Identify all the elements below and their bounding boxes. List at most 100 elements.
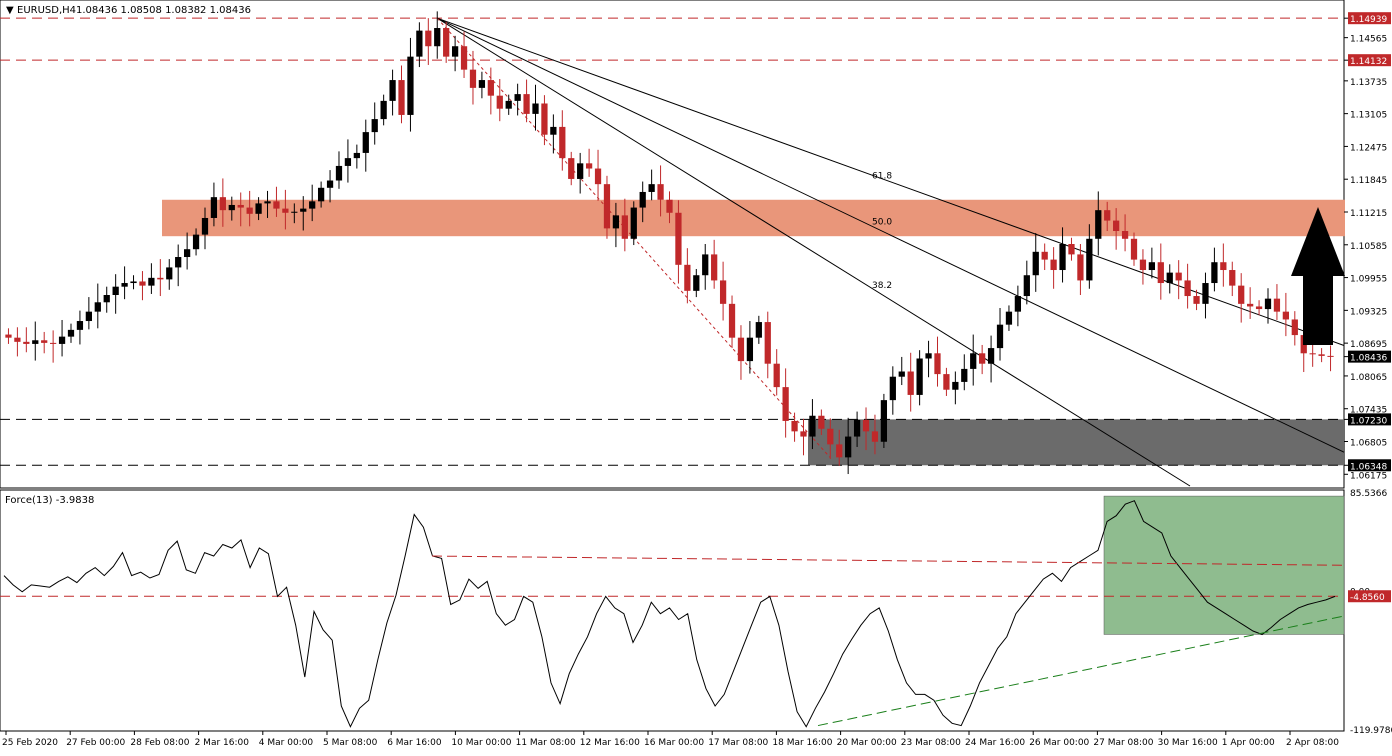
candle-body [166,267,173,280]
candle-body [1202,283,1209,304]
candle-body [603,184,611,229]
time-tick-label: 17 Mar 08:00 [708,738,768,748]
candle-body [1086,238,1093,281]
candle-body [496,95,503,109]
candle-body [943,374,950,390]
candle-body [434,28,441,47]
fib-level-label: 38.2 [872,281,892,291]
candle-body [416,30,423,57]
candle-body [630,207,637,239]
candle-body [460,46,468,70]
candle-body [702,254,709,276]
time-tick-label: 20 Mar 00:00 [837,738,897,748]
candle-body [14,337,21,342]
chart-header-arrow[interactable]: ▼ [6,5,14,16]
candle-body [237,204,244,208]
candle-body [889,376,896,401]
candle-body [961,368,968,382]
fib-fan-line [436,17,1191,487]
candle-body [1282,311,1289,320]
candle-body [845,436,852,458]
candle-body [5,334,12,338]
candle-body [711,254,718,281]
candle-body [934,353,941,375]
candle-body [121,283,128,287]
candle-body [1255,306,1263,310]
candle-body [782,387,789,421]
price-layer: 61.8 50.0 38.2 [0,11,1345,487]
price-tick-label: 1.13735 [1350,78,1387,88]
candle-body [1005,311,1013,325]
candle-body [1229,270,1236,286]
candle-body [1175,272,1182,281]
price-tick-label: 1.09325 [1350,307,1387,317]
candle-body [970,353,977,369]
candle-body [130,281,137,284]
candle-body [273,201,280,209]
candle-body [317,187,325,202]
candle-body [541,103,548,135]
candle-body [407,56,414,115]
candle-body [666,199,673,213]
candle-body [1148,262,1156,271]
candle-body [380,100,387,120]
force-level-tag [1348,590,1391,603]
force-title: Force(13) -3.9838 [5,495,94,506]
price-tick-label: 1.08695 [1350,340,1387,350]
time-tick-label: 27 Mar 08:00 [1093,738,1153,748]
candle-body [1247,303,1254,307]
price-tick-label: 1.10585 [1350,242,1387,252]
candle-body [639,191,646,208]
time-tick-label: 2 Mar 16:00 [195,738,250,748]
candle-body [443,28,450,57]
candle-body [1273,298,1281,312]
candle-body [871,431,879,442]
candle-body [326,180,334,188]
candle-body [344,158,352,166]
candle-body [1077,254,1084,281]
candle-body [684,264,691,291]
resistance-zone [162,199,1345,237]
price-tag [1348,350,1391,363]
candle-body [577,163,584,179]
candle-body [505,100,512,109]
candle-body [827,428,834,445]
candle-body [1327,355,1334,357]
candle-body [648,184,655,192]
time-tick-label: 23 Mar 08:00 [901,738,961,748]
price-tag [1348,12,1391,25]
time-tick-label: 6 Mar 16:00 [387,738,442,748]
candle-body [1014,296,1022,312]
candle-body [50,342,57,344]
up-arrow-icon [1291,207,1345,345]
candle-body [487,80,494,96]
time-tick-label: 5 Mar 08:00 [323,738,378,748]
candle-body [1238,285,1245,304]
time-tick-label: 24 Mar 16:00 [965,738,1025,748]
candle-body [1211,262,1218,284]
candle-body [1139,259,1147,271]
time-tick-label: 11 Mar 08:00 [516,738,576,748]
candle-body [1068,244,1075,255]
candle-body [1166,272,1173,284]
candle-body [836,444,843,458]
candle-body [282,208,289,213]
candle-body [925,353,932,359]
candle-body [23,341,30,344]
candle-body [755,322,762,338]
candle-body [309,201,316,209]
candle-body [996,324,1004,349]
candle-body [594,168,602,185]
candle-body [514,94,521,101]
candle-body [210,197,218,218]
candle-body [1318,354,1325,356]
candle-body [1264,298,1272,310]
candle-body [800,431,807,437]
candle-body [818,415,825,429]
candle-body [612,215,620,229]
candle-body [979,353,986,364]
candle-body [1050,259,1057,271]
candle-body [728,303,736,338]
